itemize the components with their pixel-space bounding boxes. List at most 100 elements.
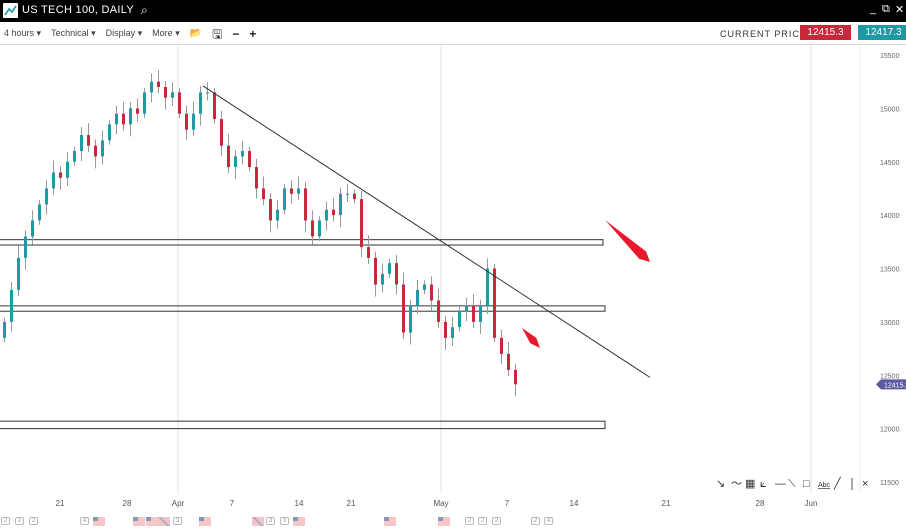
event-count-badge[interactable]: 3: [280, 517, 289, 525]
zoom-in-icon[interactable]: +: [249, 26, 257, 41]
candle-body: [206, 92, 209, 94]
price-tick-label: 13500: [880, 267, 900, 274]
us-flag-icon[interactable]: [438, 517, 450, 526]
timeframe-dropdown[interactable]: 4 hours ▾: [4, 28, 42, 38]
candle-body: [423, 284, 426, 290]
candle-body: [493, 268, 496, 338]
curve-icon[interactable]: 〜: [731, 478, 742, 490]
event-count-badge[interactable]: 4: [80, 517, 89, 525]
us-flag-icon[interactable]: [146, 517, 158, 526]
us-flag-icon[interactable]: [93, 517, 105, 526]
fan-icon[interactable]: ⟀: [760, 478, 767, 490]
candle-body: [262, 188, 265, 200]
candle-body: [73, 151, 76, 162]
candle-body: [297, 188, 300, 194]
date-tick-label: 21: [662, 499, 671, 508]
event-count-badge[interactable]: 2: [1, 517, 10, 525]
horizontal-line-icon[interactable]: —: [775, 478, 786, 490]
uk-flag-icon[interactable]: [158, 517, 170, 526]
candle-body: [213, 92, 216, 120]
candle-body: [129, 108, 132, 125]
event-count-badge[interactable]: 4: [544, 517, 553, 525]
price-chart[interactable]: 15500 15000 14500 14000 13500 13000 12500 12000…: [0, 45, 906, 517]
candle-body: [458, 311, 461, 328]
support-resistance-zone[interactable]: [0, 420, 606, 430]
us-flag-icon[interactable]: [199, 517, 211, 526]
candle-body: [500, 337, 503, 354]
candle-body: [178, 92, 181, 114]
candle-body: [255, 167, 258, 189]
candle-body: [276, 209, 279, 221]
uk-flag-icon[interactable]: [252, 517, 264, 526]
event-count-badge[interactable]: 3: [173, 517, 182, 525]
candle-body: [451, 327, 454, 338]
toolbar: 4 hours ▾ Technical ▾ Display ▾ More ▾ 📂…: [0, 22, 906, 45]
candle-body: [24, 236, 27, 258]
candle-body: [486, 268, 489, 306]
us-flag-icon[interactable]: [384, 517, 396, 526]
us-flag-icon[interactable]: [133, 517, 145, 526]
technical-dropdown[interactable]: Technical ▾: [51, 28, 96, 38]
candle-body: [360, 199, 363, 248]
candle-body: [465, 305, 468, 312]
event-count-badge[interactable]: 2: [15, 517, 24, 525]
minimize-icon[interactable]: _: [870, 3, 877, 15]
event-count-badge[interactable]: 2: [465, 517, 474, 525]
save-icon[interactable]: 🖫: [212, 26, 223, 41]
price-tick-label: 12000: [880, 427, 900, 434]
date-tick-label: 21: [347, 499, 356, 508]
line-icon[interactable]: ╱: [833, 476, 842, 490]
popout-icon[interactable]: ⧉: [882, 3, 890, 15]
candle-body: [164, 87, 167, 98]
date-tick-label: 28: [123, 499, 132, 508]
date-tick-label: Apr: [172, 499, 185, 508]
support-resistance-zone[interactable]: [0, 239, 604, 246]
event-count-badge[interactable]: 3: [266, 517, 275, 525]
candle-body: [290, 188, 293, 194]
trendline[interactable]: [202, 85, 651, 378]
candle-body: [402, 284, 405, 333]
title-bar: US TECH 100, DAILY ⌕ _ ⧉ ✕: [0, 0, 906, 22]
more-dropdown[interactable]: More ▾: [152, 28, 180, 38]
event-count-badge[interactable]: 2: [29, 517, 38, 525]
rectangle-icon[interactable]: □: [803, 478, 810, 490]
candle-body: [507, 353, 510, 370]
candle-body: [220, 119, 223, 146]
window-title: US TECH 100, DAILY: [22, 4, 134, 16]
grid-icon[interactable]: ▦: [745, 478, 755, 490]
price-tick-label: 14000: [880, 213, 900, 220]
candle-body: [388, 263, 391, 274]
date-tick-label: Jun: [805, 499, 818, 508]
cursor-arrow-icon[interactable]: ↘: [716, 478, 725, 490]
zoom-out-icon[interactable]: −: [232, 26, 240, 41]
price-tick-label: 11500: [880, 480, 899, 487]
segment-icon[interactable]: ⟍: [788, 478, 796, 490]
text-icon[interactable]: Abc: [818, 482, 831, 489]
candle-body: [514, 369, 517, 385]
candle-body: [66, 161, 69, 178]
date-tick-label: 21: [56, 499, 65, 508]
event-count-badge[interactable]: 2: [531, 517, 540, 525]
candle-body: [269, 199, 272, 221]
candle-body: [283, 188, 286, 210]
close-icon[interactable]: ✕: [895, 4, 905, 16]
last-price-tag: [876, 379, 906, 390]
candle-body: [171, 92, 174, 98]
candle-body: [31, 220, 34, 237]
candle-body: [332, 209, 335, 216]
support-resistance-zone[interactable]: [0, 305, 606, 312]
event-count-badge[interactable]: 2: [478, 517, 487, 525]
delete-icon[interactable]: ×: [862, 478, 868, 490]
ask-price-button[interactable]: 12417.3: [858, 25, 906, 40]
candle-body: [304, 188, 307, 221]
candle-body: [38, 204, 41, 221]
search-icon[interactable]: ⌕: [140, 3, 148, 17]
event-count-badge[interactable]: 2: [492, 517, 501, 525]
bid-price-button[interactable]: 12415.3: [800, 25, 851, 40]
open-folder-icon[interactable]: 📂: [189, 27, 203, 39]
display-dropdown[interactable]: Display ▾: [105, 28, 143, 38]
candle-body: [416, 289, 419, 306]
date-tick-label: May: [433, 499, 448, 508]
us-flag-icon[interactable]: [293, 517, 305, 526]
